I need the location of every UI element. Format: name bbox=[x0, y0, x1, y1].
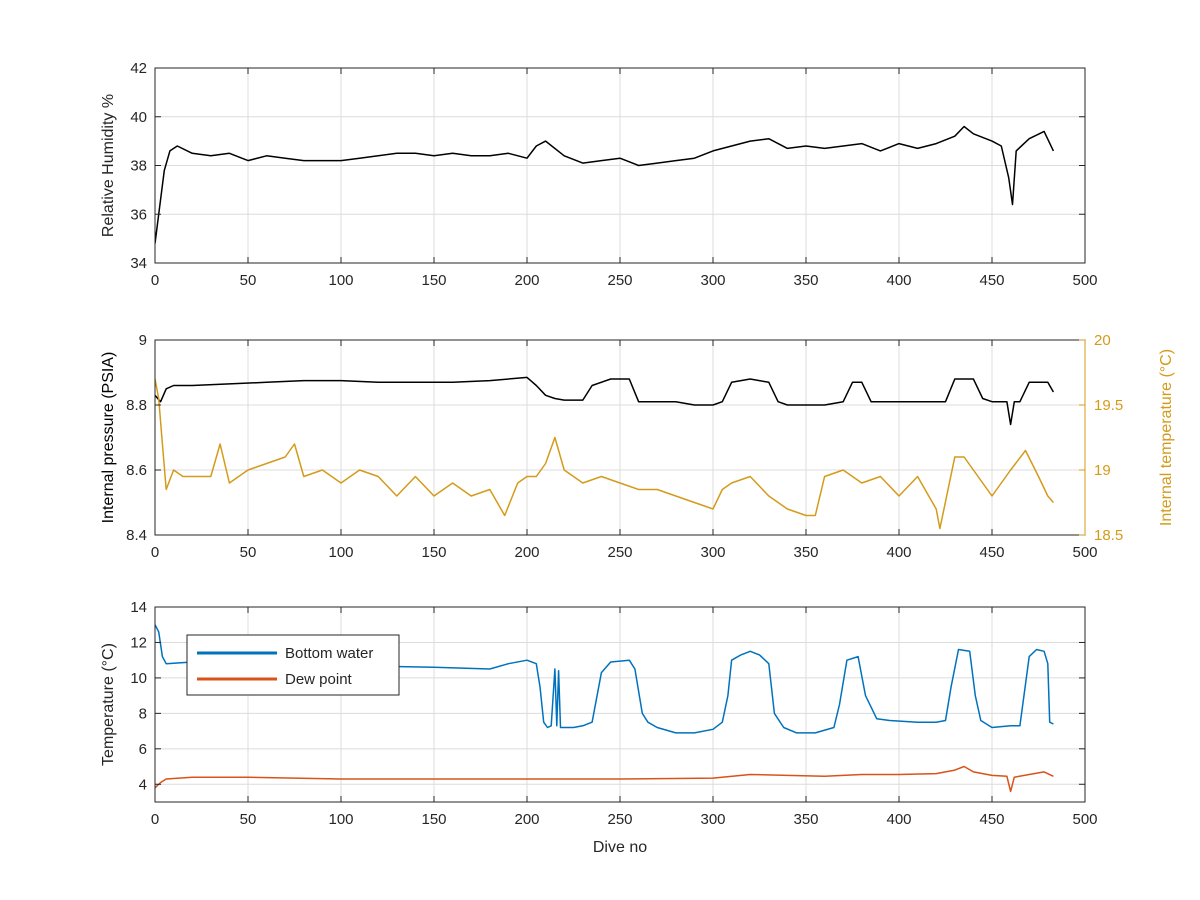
x-tick-label: 200 bbox=[514, 272, 539, 289]
y-tick-label: 40 bbox=[130, 109, 147, 126]
series-line-0 bbox=[155, 125, 1055, 244]
y-tick-label: 34 bbox=[130, 255, 147, 272]
x-tick-label: 0 bbox=[151, 811, 159, 828]
y-axis-label: Internal pressure (PSIA) bbox=[100, 352, 117, 524]
y-tick-label: 14 bbox=[130, 599, 147, 616]
y-tick-label: 8.4 bbox=[126, 527, 147, 544]
y-tick-label: 42 bbox=[130, 60, 147, 77]
y-tick-label: 8.6 bbox=[126, 462, 147, 479]
x-tick-label: 200 bbox=[514, 811, 539, 828]
y-axis-label: Relative Humidity % bbox=[100, 94, 117, 237]
series-line-1 bbox=[155, 378, 1054, 530]
right-y-tick-label: 19.5 bbox=[1094, 397, 1123, 414]
x-tick-label: 450 bbox=[979, 272, 1004, 289]
x-tick-label: 0 bbox=[151, 544, 159, 561]
x-tick-label: 500 bbox=[1072, 272, 1097, 289]
x-tick-label: 250 bbox=[607, 811, 632, 828]
x-tick-label: 350 bbox=[793, 544, 818, 561]
y-tick-label: 8 bbox=[139, 705, 147, 722]
x-tick-label: 300 bbox=[700, 272, 725, 289]
y-axis-label: Temperature (°C) bbox=[100, 643, 117, 766]
x-tick-label: 400 bbox=[886, 544, 911, 561]
legend-label: Dew point bbox=[285, 671, 353, 688]
x-tick-label: 500 bbox=[1072, 811, 1097, 828]
x-tick-label: 400 bbox=[886, 272, 911, 289]
x-tick-label: 150 bbox=[421, 272, 446, 289]
x-tick-label: 250 bbox=[607, 272, 632, 289]
x-tick-label: 50 bbox=[240, 811, 257, 828]
x-axis-label: Dive no bbox=[593, 839, 647, 856]
x-tick-label: 250 bbox=[607, 544, 632, 561]
right-y-tick-label: 19 bbox=[1094, 462, 1111, 479]
pressure-temperature-panel: 0 50 100 150 200 250 300 350 400 450 500 8.4 8.6 8.8 9… bbox=[100, 332, 1175, 561]
x-tick-label: 50 bbox=[240, 272, 257, 289]
x-tick-label: 200 bbox=[514, 544, 539, 561]
right-y-axis-label: Internal temperature (°C) bbox=[1158, 349, 1175, 526]
x-tick-label: 500 bbox=[1072, 544, 1097, 561]
y-tick-label: 36 bbox=[130, 206, 147, 223]
legend: Bottom water Dew point bbox=[186, 634, 400, 696]
right-y-tick-label: 20 bbox=[1094, 332, 1111, 349]
x-tick-label: 100 bbox=[328, 544, 353, 561]
x-tick-label: 300 bbox=[700, 811, 725, 828]
dew-point-line bbox=[155, 765, 1054, 793]
y-tick-label: 6 bbox=[139, 741, 147, 758]
y-tick-label: 10 bbox=[130, 670, 147, 687]
right-y-tick-label: 18.5 bbox=[1094, 527, 1123, 544]
humidity-panel: 0 50 100 150 200 250 300 350 400 450 500 34 36 38 40 42… bbox=[100, 60, 1098, 289]
x-tick-label: 0 bbox=[151, 272, 159, 289]
y-tick-label: 4 bbox=[139, 776, 147, 793]
x-tick-label: 100 bbox=[328, 272, 353, 289]
bottom-water-line bbox=[155, 624, 1054, 734]
series-line-0 bbox=[155, 376, 1055, 426]
y-tick-label: 12 bbox=[130, 634, 147, 651]
y-tick-label: 8.8 bbox=[126, 397, 147, 414]
y-tick-label: 9 bbox=[139, 332, 147, 349]
legend-box bbox=[186, 634, 400, 696]
legend-label: Bottom water bbox=[285, 645, 373, 662]
x-tick-label: 150 bbox=[421, 811, 446, 828]
x-tick-label: 150 bbox=[421, 544, 446, 561]
x-tick-label: 100 bbox=[328, 811, 353, 828]
y-tick-label: 38 bbox=[130, 158, 147, 175]
x-tick-label: 450 bbox=[979, 544, 1004, 561]
x-tick-label: 50 bbox=[240, 544, 257, 561]
x-tick-label: 300 bbox=[700, 544, 725, 561]
x-tick-label: 350 bbox=[793, 811, 818, 828]
x-tick-label: 350 bbox=[793, 272, 818, 289]
x-tick-label: 450 bbox=[979, 811, 1004, 828]
x-tick-label: 400 bbox=[886, 811, 911, 828]
water-dewpoint-temperature-panel: 0 50 100 150 200 250 300 350 400 450 500 4 6 8 10 12 14 T… bbox=[100, 599, 1098, 856]
